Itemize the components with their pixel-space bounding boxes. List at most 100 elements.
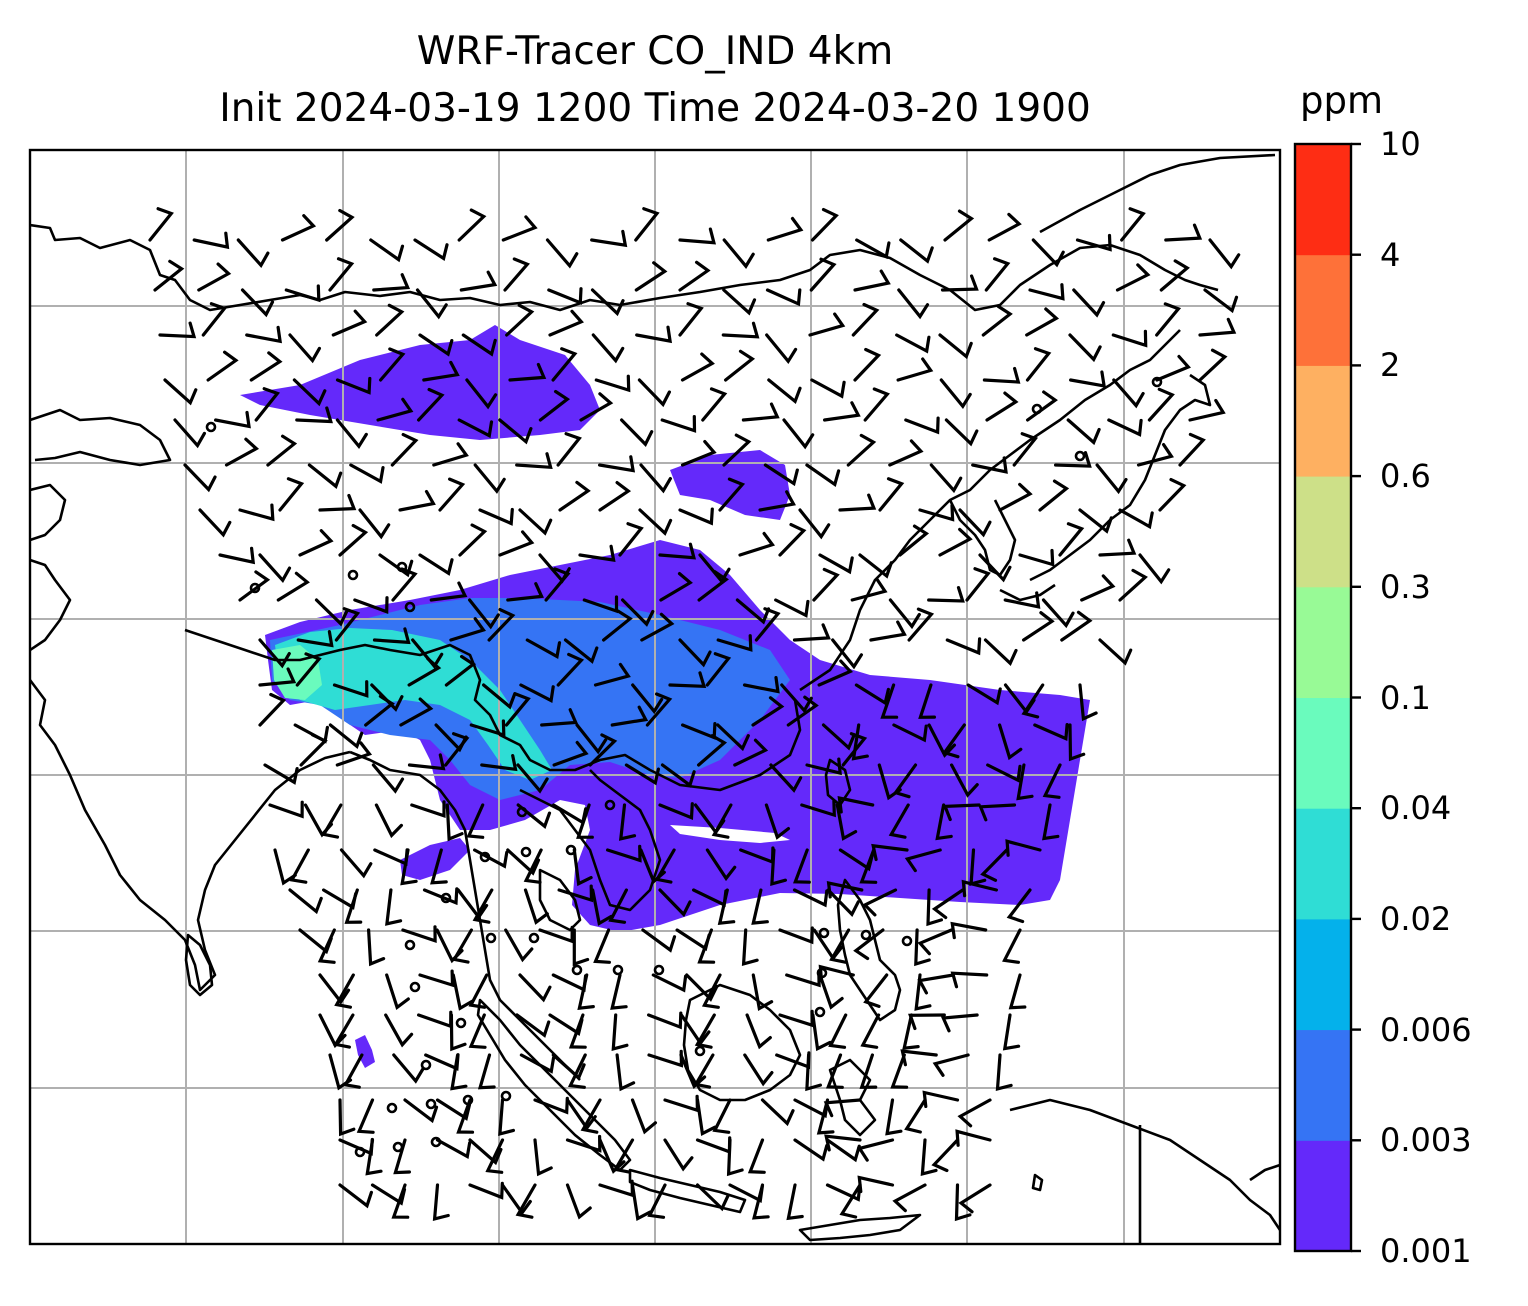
wind-barb <box>892 763 918 799</box>
wind-barb <box>438 477 466 512</box>
wind-barb <box>611 1013 629 1052</box>
wind-barb <box>610 705 649 727</box>
wind-barb <box>487 608 516 642</box>
wind-barb <box>523 848 543 884</box>
wind-barb <box>898 524 930 557</box>
wind-barb <box>634 261 668 292</box>
wind-barb <box>1111 329 1148 348</box>
wind-barb <box>276 571 310 602</box>
wind-barb <box>863 387 890 422</box>
wind-barb <box>695 1098 717 1137</box>
wind-barb <box>853 269 891 292</box>
wind-barb <box>580 1098 602 1134</box>
wind-barb <box>1118 568 1148 602</box>
wind-barb <box>615 1053 636 1092</box>
wind-barb <box>716 634 753 652</box>
wind-barb <box>1178 432 1206 467</box>
colorbar-tick-label: 0.003 <box>1380 1121 1472 1160</box>
wind-barb <box>793 1138 829 1162</box>
wind-barb <box>624 763 660 786</box>
wind-barb <box>338 1183 373 1209</box>
wind-barb <box>1155 354 1191 382</box>
wind-barb <box>917 928 953 956</box>
wind-barb <box>457 208 487 242</box>
wind-barb <box>370 683 404 712</box>
wind-barb <box>1078 683 1098 722</box>
colorbar-tick-label: 10 <box>1380 125 1421 163</box>
wind-barb <box>1003 591 1041 609</box>
wind-barb <box>249 351 283 382</box>
wind-barb <box>506 582 544 602</box>
wind-barb <box>504 928 534 963</box>
wind-barb <box>983 638 1018 667</box>
wind-barb <box>163 378 198 406</box>
wind-barb <box>851 302 880 337</box>
wind-barb <box>364 694 395 727</box>
wind-barb <box>525 638 562 659</box>
wind-barb <box>457 418 494 439</box>
wind-barb <box>1107 418 1143 437</box>
wind-barb <box>1069 370 1107 388</box>
wind-barb <box>722 288 757 316</box>
wind-barb <box>1002 1013 1021 1051</box>
wind-barb <box>374 803 403 839</box>
wind-barb <box>1098 538 1137 557</box>
wind-barb <box>558 480 591 512</box>
wind-barb <box>358 508 391 540</box>
tracer-gap <box>670 825 790 843</box>
wind-barb <box>823 1098 862 1118</box>
wind-barb <box>591 333 625 364</box>
colorbar-tick-label: 0.02 <box>1380 899 1452 938</box>
wind-barb <box>480 754 518 772</box>
wind-barb <box>826 888 860 918</box>
wind-barb <box>590 288 625 317</box>
wind-barb <box>782 418 815 450</box>
wind-barb <box>767 378 802 405</box>
wind-barb <box>1022 611 1055 642</box>
wind-barb <box>343 1053 364 1089</box>
wind-barb <box>1120 207 1146 242</box>
wind-barb <box>857 1138 895 1162</box>
wind-barb <box>378 553 414 578</box>
wind-barb <box>565 1098 597 1131</box>
colorbar-tick-label: 0.3 <box>1380 567 1431 606</box>
wind-barb <box>640 612 675 642</box>
wind-barb <box>751 696 785 727</box>
wind-barb <box>1038 479 1070 512</box>
wind-barb <box>663 1138 694 1172</box>
wind-barb <box>610 973 628 1010</box>
colorbar-band <box>1295 697 1351 809</box>
wind-barb <box>365 1138 383 1176</box>
wind-barb <box>1198 348 1228 382</box>
wind-barb <box>508 362 547 382</box>
wind-barb <box>841 732 868 767</box>
wind-barb <box>393 1138 411 1175</box>
wind-barb <box>504 692 531 727</box>
wind-barb <box>284 284 321 303</box>
wind-barb <box>735 598 771 625</box>
wind-barb <box>838 493 877 512</box>
wind-barb <box>927 723 956 758</box>
wind-barb <box>778 523 807 557</box>
wind-barb <box>986 763 1022 783</box>
wind-barb <box>565 1183 592 1220</box>
wind-barb <box>1072 288 1106 318</box>
wind-barb <box>647 1011 683 1030</box>
wind-barb <box>417 387 445 422</box>
wind-barb <box>254 387 281 422</box>
wind-barb <box>678 260 711 292</box>
wind-barb <box>808 312 846 337</box>
wind-barb <box>854 683 890 706</box>
wind-barb <box>545 238 579 269</box>
wind-barb <box>591 888 613 926</box>
wind-barb <box>678 638 712 668</box>
wind-barb <box>758 490 796 512</box>
wind-barb <box>978 803 1017 822</box>
tracer-patch-bay <box>400 838 470 880</box>
chart-title-line1: WRF-Tracer CO_IND 4km <box>416 29 894 74</box>
wind-barb <box>680 440 717 467</box>
wind-barb <box>892 723 928 743</box>
wind-barb <box>818 553 854 575</box>
wind-barb <box>288 888 323 915</box>
wind-barb <box>258 638 291 669</box>
